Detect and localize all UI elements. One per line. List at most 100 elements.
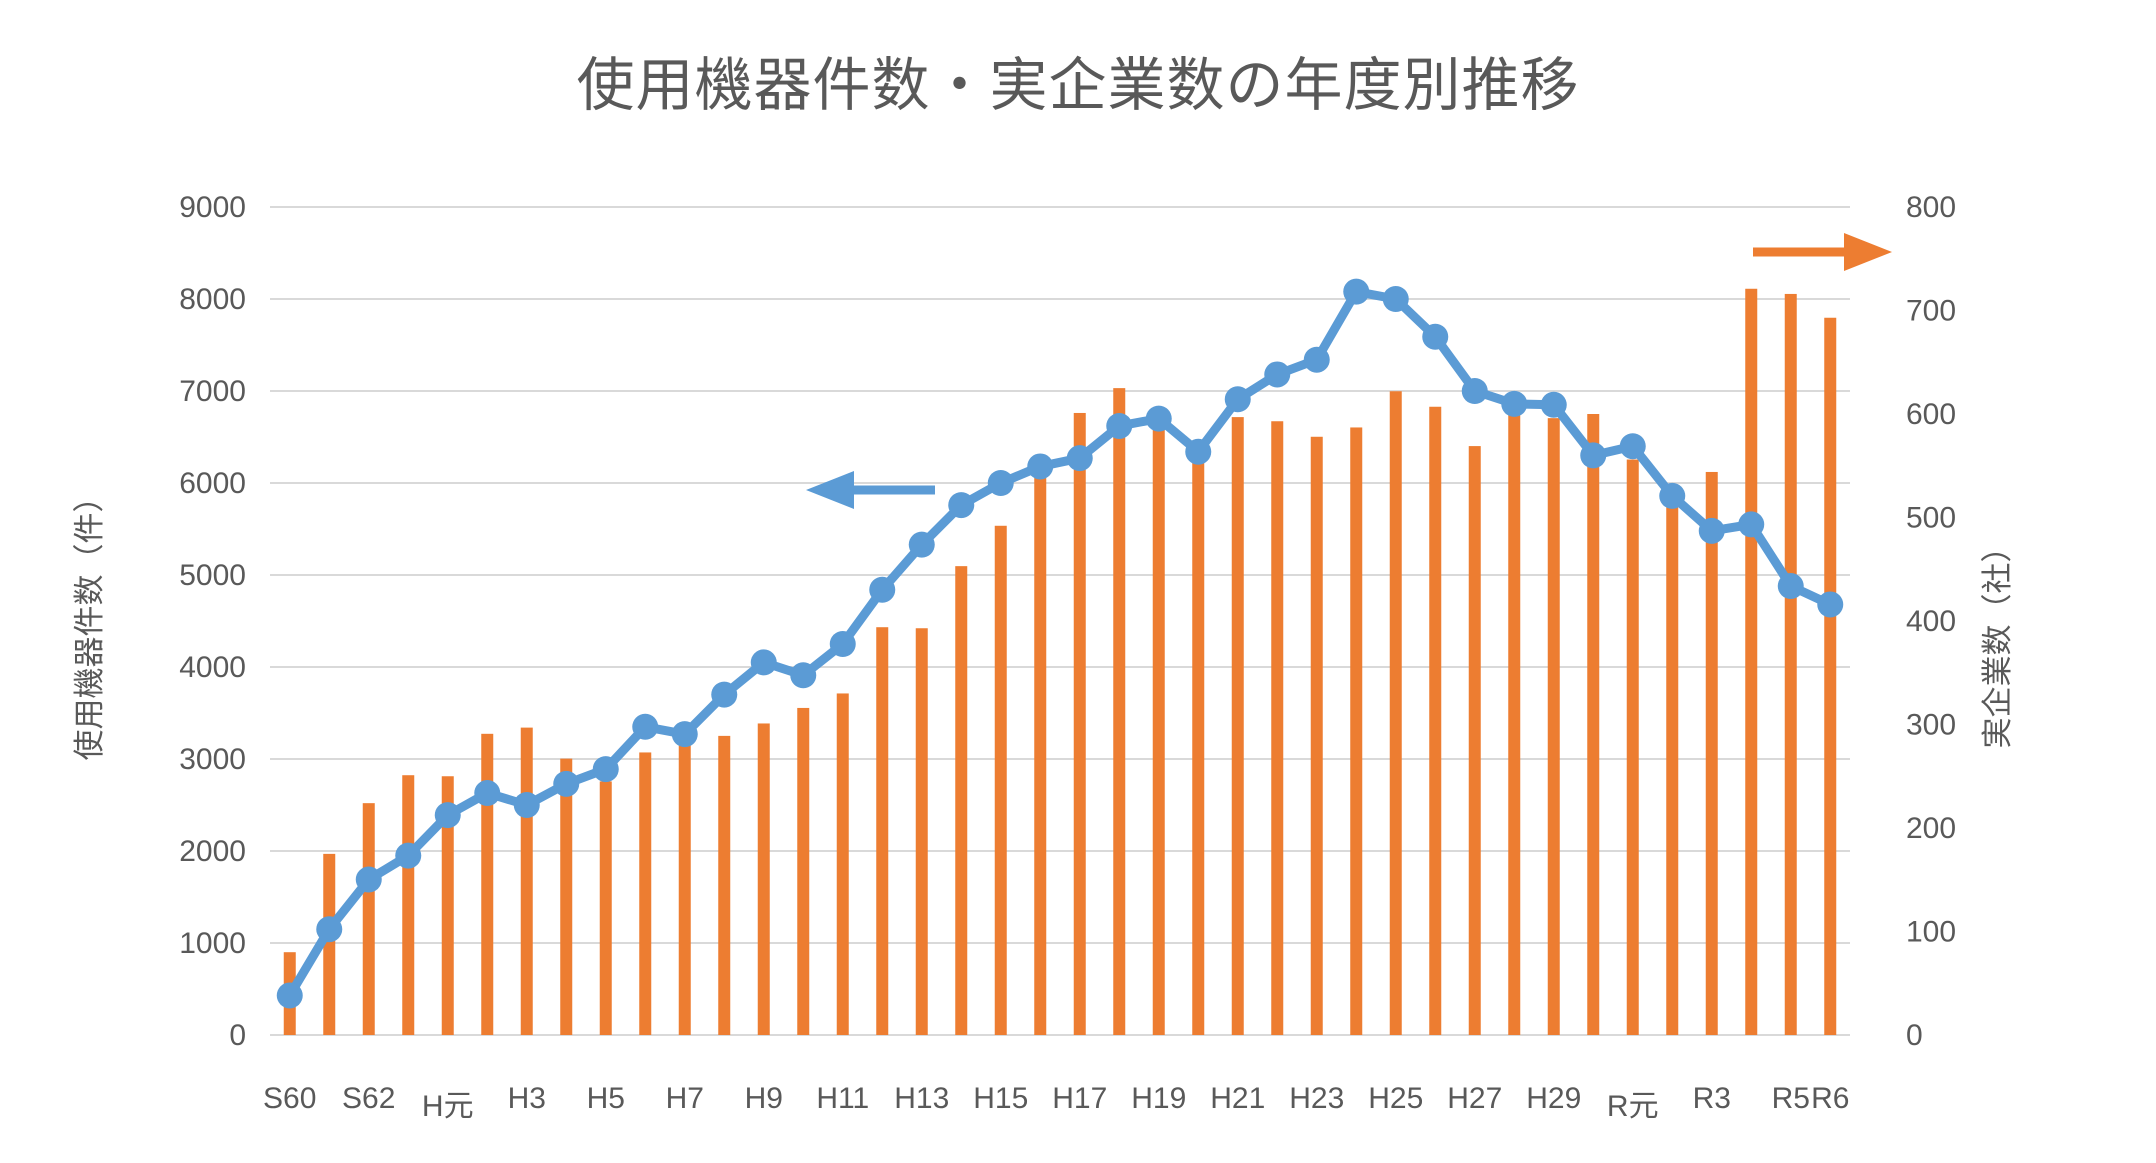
bar-H24 [1350, 427, 1363, 1036]
line-point-H15 [987, 470, 1014, 496]
bar-H16 [1034, 477, 1047, 1035]
line-point-H5 [592, 756, 619, 783]
right-axis-tick: 700 [1906, 295, 1956, 328]
line-point-H20 [1185, 438, 1212, 465]
left-axis-tick: 6000 [179, 467, 246, 500]
x-axis-tick: H13 [894, 1082, 949, 1115]
line-point-R4 [1738, 511, 1765, 538]
right-axis-tick: 100 [1906, 916, 1956, 949]
bar-H17 [1073, 412, 1086, 1036]
x-axis-tick: H15 [973, 1082, 1028, 1115]
bar-H10 [797, 707, 810, 1035]
x-axis-tick: H元 [422, 1090, 474, 1123]
bar-H28 [1508, 411, 1521, 1035]
line-point-H22 [1264, 361, 1291, 388]
line-point-H2 [474, 780, 501, 807]
bar-R6 [1824, 317, 1837, 1035]
right-axis-tick: 600 [1906, 398, 1956, 431]
line-point-R6 [1817, 591, 1844, 618]
line-series [285, 287, 1835, 1000]
line-point-H17 [1066, 445, 1093, 472]
line-point-H13 [908, 531, 935, 558]
line-point-H7 [671, 721, 698, 748]
bar-H21 [1231, 417, 1244, 1036]
x-axis-tick: H11 [816, 1082, 869, 1115]
line-point-H12 [869, 576, 896, 603]
x-axis-tick: H23 [1289, 1082, 1344, 1115]
bar-S62 [362, 803, 375, 1035]
right-axis-tick: 200 [1906, 812, 1956, 845]
x-axis-tick: H9 [745, 1082, 783, 1115]
x-axis-tick: H3 [508, 1082, 546, 1115]
line-point-H19 [1145, 405, 1172, 432]
line-point-H24 [1343, 278, 1370, 305]
bar-H25 [1389, 391, 1402, 1036]
line-point-H6 [632, 713, 659, 740]
bar-H30 [1587, 414, 1600, 1035]
x-axis-tick: R6 [1811, 1082, 1849, 1115]
line-point-H8 [711, 681, 738, 708]
bar-H14 [955, 566, 968, 1035]
left-axis-tick: 4000 [179, 651, 246, 684]
bar-R5 [1784, 293, 1797, 1035]
right-axis-title: 実企業数（社） [1980, 532, 2015, 749]
bar-H3 [520, 727, 533, 1035]
bar-H6 [639, 752, 652, 1035]
annotation-arrows-group [806, 233, 1892, 509]
x-axis-tick: R3 [1693, 1082, 1731, 1115]
line-point-R3 [1698, 517, 1725, 544]
x-axis-tick: H5 [587, 1082, 625, 1115]
bar-H20 [1192, 462, 1205, 1035]
x-axis-tick: R元 [1607, 1090, 1659, 1123]
x-axis-tick: H19 [1131, 1082, 1186, 1115]
bar-H15 [994, 525, 1007, 1035]
bar-H11 [836, 693, 849, 1035]
bar-H9 [757, 723, 770, 1035]
line-point-H18 [1106, 412, 1133, 439]
line-point-H26 [1422, 323, 1449, 350]
bar-H2 [481, 733, 494, 1035]
line-point-S63 [395, 842, 422, 869]
right-axis-tick: 400 [1906, 605, 1956, 638]
x-axis-tick: S60 [263, 1082, 316, 1115]
line-point-R5 [1777, 573, 1804, 600]
bar-H5 [599, 781, 612, 1035]
bar-H18 [1113, 388, 1126, 1035]
gridlines-group [270, 206, 1850, 1036]
chart-title: 使用機器件数・実企業数の年度別推移 [576, 53, 1580, 118]
bar-R3 [1705, 471, 1718, 1036]
line-point-S60 [276, 982, 303, 1009]
line-point-H4 [553, 770, 580, 797]
line-point-H14 [948, 492, 975, 519]
x-axis-tick: H7 [666, 1082, 704, 1115]
bar-H8 [718, 735, 731, 1035]
bar-S61 [323, 853, 336, 1035]
line-point-H9 [750, 649, 777, 676]
bar-H12 [876, 627, 889, 1035]
line-point-R元 [1619, 433, 1646, 460]
left-axis-tick: 8000 [179, 283, 246, 316]
right-axis-tick: 500 [1906, 502, 1956, 535]
right-axis-tick: 800 [1906, 191, 1956, 224]
line-group [276, 278, 1844, 1009]
bar-H23 [1310, 436, 1323, 1035]
line-point-H21 [1224, 386, 1251, 413]
bars-group [283, 288, 1837, 1036]
right-axis-tick: 300 [1906, 709, 1956, 742]
x-axis-tick: R5 [1772, 1082, 1810, 1115]
left-axis-tick: 9000 [179, 191, 246, 224]
line-point-H25 [1382, 286, 1409, 312]
bar-H元 [441, 776, 454, 1035]
line-point-H16 [1027, 453, 1054, 480]
bar-H7 [678, 743, 691, 1035]
x-axis-tick: H29 [1526, 1082, 1581, 1115]
line-point-S61 [316, 916, 343, 943]
left-axis-tick: 5000 [179, 559, 246, 592]
left-axis-tick: 0 [229, 1019, 246, 1052]
left-axis-tick: 1000 [179, 927, 246, 960]
x-axis-tick: H21 [1210, 1082, 1265, 1115]
line-point-S62 [355, 866, 382, 893]
bar-H26 [1429, 406, 1442, 1035]
bar-H13 [915, 628, 928, 1035]
